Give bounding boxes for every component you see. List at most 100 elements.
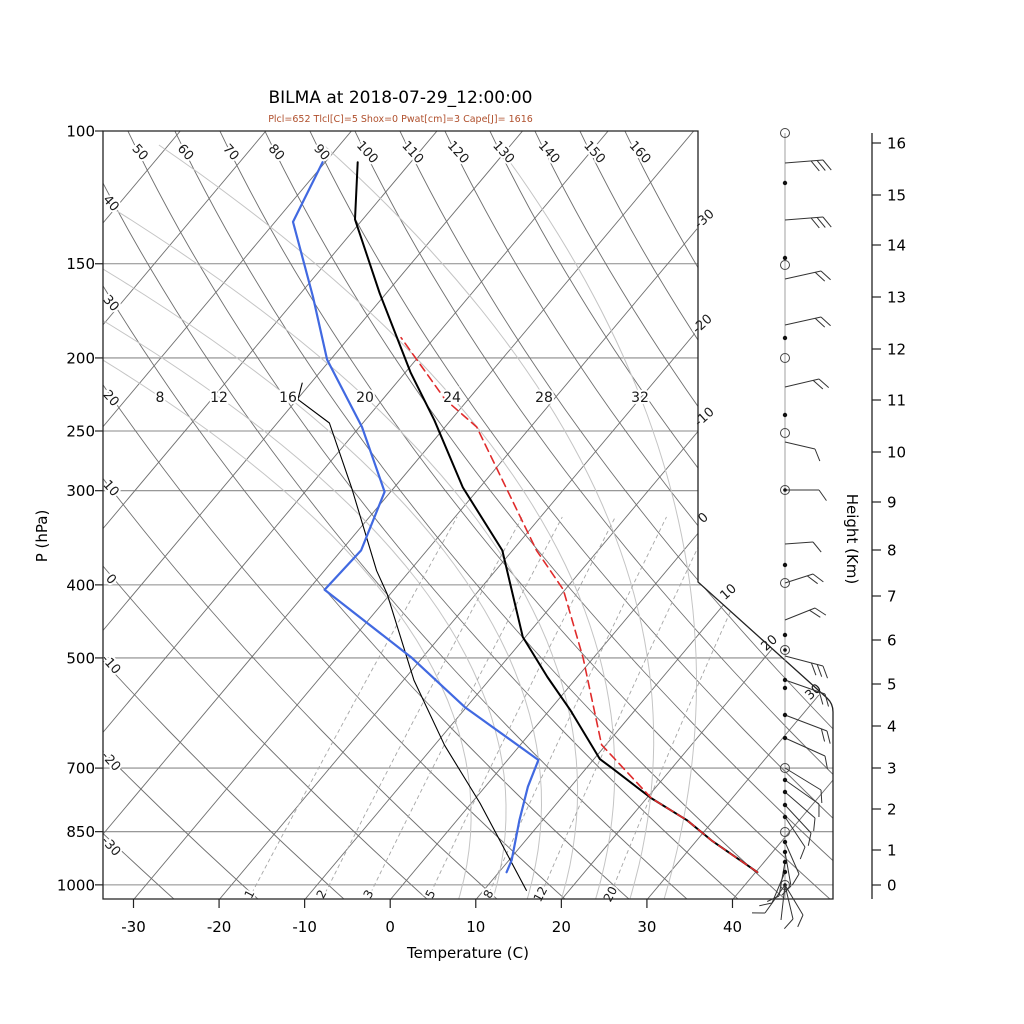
dry-adiabat-line — [353, 131, 833, 899]
pressure-tick-label: 400 — [66, 576, 95, 594]
grid-line-label: 60 — [174, 141, 196, 163]
height-tick-label: 2 — [887, 801, 897, 819]
wind-barb-staff — [784, 655, 824, 667]
wind-level-dot — [782, 802, 788, 808]
moist-adiabat-line — [103, 144, 579, 899]
wind-level-dot — [782, 859, 788, 865]
wind-level-circle — [780, 428, 790, 438]
wind-barb-flag — [814, 317, 826, 328]
grid-line-label: 150 — [580, 138, 608, 166]
isotherm-line — [103, 131, 361, 899]
parcel_ascent-curve — [400, 336, 759, 874]
mixing-ratio-line — [321, 516, 523, 899]
isotherm-line — [103, 131, 105, 899]
grid-line-label: 12 — [210, 390, 228, 406]
wind-barb-flag — [783, 918, 794, 930]
grid-line-label: -30 — [692, 207, 718, 232]
dry-adiabat-line — [126, 131, 751, 899]
wind-barb-flag — [818, 378, 830, 389]
pressure-tick-label: 300 — [66, 482, 95, 500]
wind-level-dot — [782, 735, 788, 741]
wind-barb-staff — [784, 767, 822, 791]
wind-level-dot — [782, 562, 788, 568]
grid-line-label: -10 — [98, 652, 123, 678]
wind-level-dot — [782, 777, 788, 783]
height-tick-label: 11 — [887, 392, 906, 410]
dewpoint-curve — [291, 161, 540, 874]
wind-barb-flag — [812, 573, 824, 583]
wind-barb-staff — [764, 884, 786, 914]
pressure-tick-label: 250 — [66, 422, 95, 440]
wind-barb-flag — [809, 609, 821, 618]
grid-line-label: 120 — [444, 138, 472, 166]
dry-adiabat-line — [173, 131, 798, 899]
isotherm-line — [103, 131, 276, 899]
wind-level-dot — [782, 839, 788, 845]
wind-level-circle — [780, 827, 790, 837]
wind-barb-staff — [784, 851, 792, 887]
isotherm-line — [295, 131, 833, 899]
height-tick-label: 6 — [887, 632, 897, 650]
grid-layer — [103, 131, 833, 899]
x-tick-label: -10 — [292, 918, 317, 936]
wind-barb-staff — [784, 884, 794, 920]
grid-line-label: 50 — [128, 141, 150, 163]
plot-frame — [102, 130, 834, 900]
height-tick-label: 15 — [887, 187, 906, 205]
wind-level-circle — [780, 578, 790, 588]
wind-barb-flag — [810, 160, 820, 172]
dry-adiabat-line — [308, 131, 833, 899]
grid-line-label: 10 — [717, 581, 739, 603]
height-tick-label: 5 — [887, 676, 897, 694]
wind-barb-flag — [814, 607, 827, 616]
mixing-ratio-line — [485, 516, 667, 899]
wind-level-dot — [783, 648, 787, 652]
moist-adiabat-line — [103, 144, 543, 899]
grid-line-label: 32 — [631, 390, 649, 406]
wind-barb-flag — [812, 380, 824, 390]
dry-adiabat-line — [103, 131, 187, 899]
wind-level-circle — [780, 763, 790, 773]
wind-level-circle — [780, 128, 790, 138]
wind-barb-staff — [784, 816, 806, 848]
moist-adiabat-line — [323, 144, 655, 899]
moist-adiabat-line — [103, 144, 472, 899]
x-tick-label: 30 — [637, 918, 656, 936]
height-axis-label: Height (Km) — [843, 493, 861, 585]
grid-line-label: 20 — [356, 390, 374, 406]
wind-barb-flag — [820, 789, 823, 804]
mixing-ratio-line — [248, 516, 458, 899]
dry-adiabat-line — [103, 131, 642, 899]
wind-barb-flag — [822, 216, 832, 228]
wind-barb-flag — [797, 914, 804, 928]
wind-barb-staff — [784, 804, 812, 834]
wind-barb-flag — [806, 575, 818, 585]
pressure-tick-label: 1000 — [57, 876, 95, 894]
x-tick-label: 40 — [723, 918, 742, 936]
grid-line-label: -10 — [692, 405, 718, 430]
wind-barb-staff — [784, 541, 814, 545]
grid-line-label: 28 — [535, 390, 553, 406]
grid-line-label: 140 — [535, 138, 563, 166]
x-tick-label: 10 — [466, 918, 485, 936]
isotherm-line — [124, 131, 789, 899]
x-axis-label: Temperature (C) — [407, 944, 529, 962]
wind-barbs — [751, 128, 832, 930]
wind-barb-flag — [807, 832, 812, 846]
wind-level-dot — [782, 814, 788, 820]
moist-adiabat-line — [158, 144, 616, 899]
dry-adiabat-line — [103, 131, 271, 899]
pressure-tick-label: 100 — [66, 123, 95, 141]
wind-level-dot — [782, 869, 788, 875]
dry-adiabat-line — [103, 131, 578, 899]
height-tick-label: 3 — [887, 760, 897, 778]
wind-barb-staff — [784, 216, 824, 221]
grid-line-label: 160 — [626, 138, 654, 166]
wind-level-dot — [782, 849, 788, 855]
wind-barb-flag — [818, 489, 827, 501]
dry-adiabat-line — [443, 131, 833, 899]
x-tick-label: -30 — [121, 918, 146, 936]
wind-level-dot — [782, 712, 788, 718]
height-tick-label: 8 — [887, 542, 897, 560]
